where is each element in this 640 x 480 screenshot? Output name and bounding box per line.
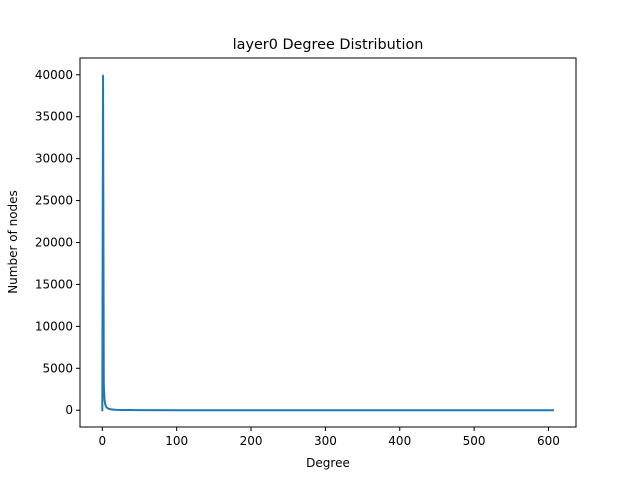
axis-ticks: 0 100 200 300 400 500 600 0 5000 10000 15000 20000 2… [35,68,560,448]
y-tick-label-40000: 40000 [35,68,73,82]
x-tick-label-200: 200 [240,434,263,448]
y-tick-label-25000: 25000 [35,194,73,208]
y-tick-label-35000: 35000 [35,110,73,124]
x-tick-label-400: 400 [388,434,411,448]
y-tick-label-30000: 30000 [35,152,73,166]
y-tick-label-0: 0 [65,403,73,417]
y-tick-label-5000: 5000 [42,361,73,375]
y-tick-label-10000: 10000 [35,319,73,333]
x-tick-label-0: 0 [98,434,106,448]
y-tick-label-20000: 20000 [35,236,73,250]
y-tick-label-15000: 15000 [35,277,73,291]
x-tick-label-600: 600 [537,434,560,448]
x-tick-label-100: 100 [165,434,188,448]
series-line-0 [101,74,554,412]
x-axis-label: Degree [306,456,350,470]
chart-title: layer0 Degree Distribution [233,37,424,53]
x-tick-label-500: 500 [463,434,486,448]
x-tick-label-300: 300 [314,434,337,448]
y-axis-label: Number of nodes [6,190,20,294]
